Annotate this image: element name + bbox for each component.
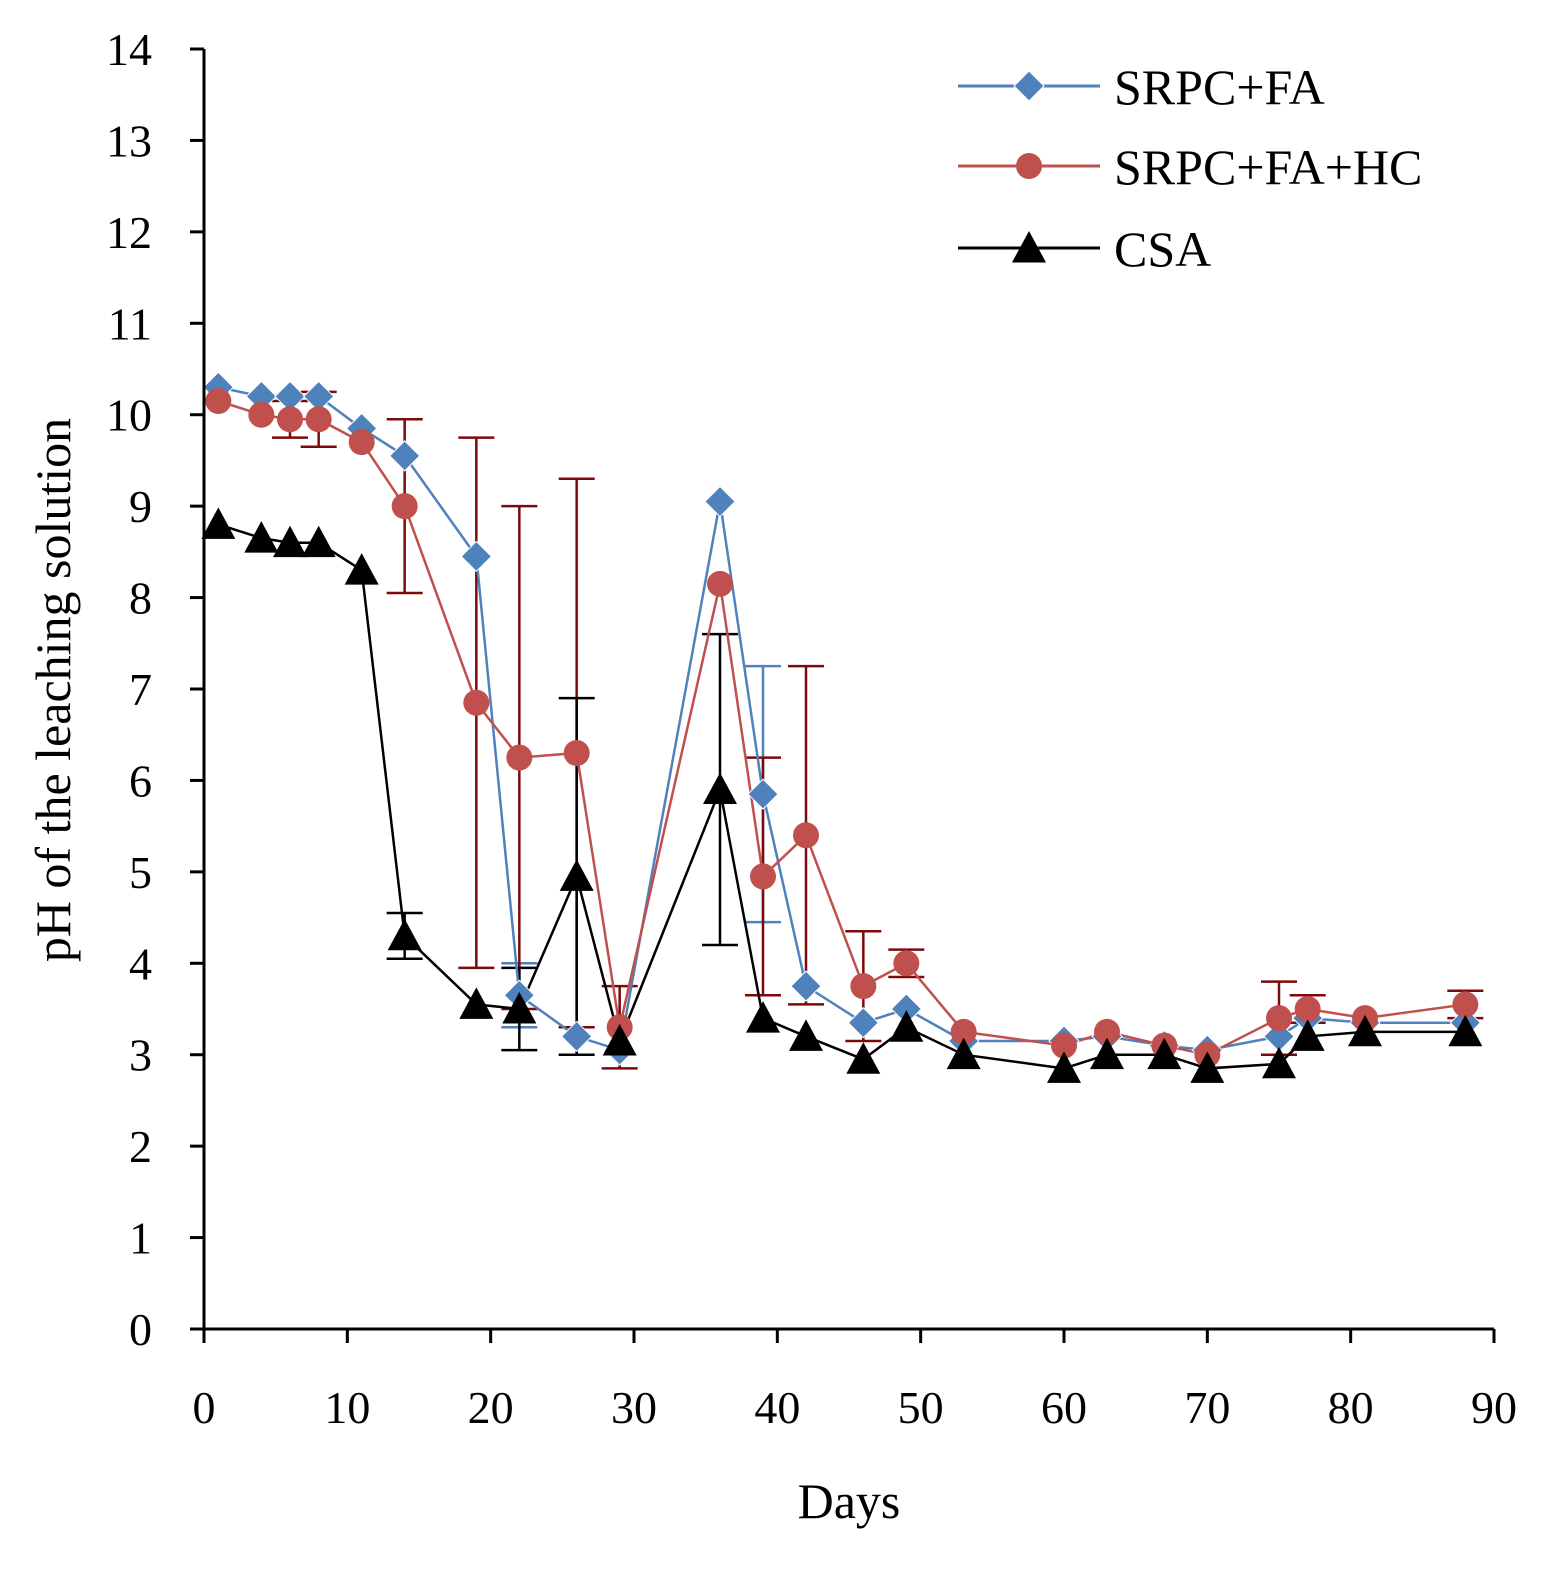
- srpc-fa-hc-point: [205, 388, 232, 414]
- y-axis-title: pH of the leaching solution: [25, 418, 81, 962]
- csa-point: [273, 525, 307, 558]
- csa-point: [301, 525, 336, 558]
- srpc-fa-point: [704, 485, 736, 518]
- csa-point: [789, 1019, 823, 1051]
- x-ticks: 0 10 20 30 40 50 60 70 80 90: [193, 1329, 1517, 1433]
- y-tick-label: 2: [129, 1121, 152, 1172]
- y-tick-label: 14: [106, 24, 152, 75]
- csa-point: [846, 1042, 881, 1074]
- srpc-fa-hc-point: [563, 740, 590, 766]
- srpc-fa-hc-point: [1294, 996, 1321, 1022]
- x-tick-label: 10: [324, 1382, 370, 1433]
- csa-point: [1448, 1014, 1483, 1047]
- x-tick-label: 50: [898, 1382, 944, 1433]
- srpc-fa-hc-point: [463, 689, 490, 716]
- x-tick-label: 0: [193, 1382, 216, 1433]
- srpc-fa-point: [747, 778, 779, 810]
- csa-point: [387, 918, 422, 951]
- legend-item-srpc-fa-hc: SRPC+FA+HC: [958, 139, 1422, 195]
- y-tick-label: 10: [106, 390, 152, 441]
- legend-label: SRPC+FA: [1114, 59, 1325, 115]
- x-tick-label: 20: [468, 1382, 514, 1433]
- x-tick-label: 80: [1328, 1382, 1374, 1433]
- srpc-fa-hc-point: [950, 1018, 977, 1045]
- srpc-fa-point: [847, 1007, 880, 1039]
- csa-point: [1147, 1037, 1182, 1070]
- srpc-fa-hc-point: [277, 406, 303, 433]
- srpc-fa-hc-point: [893, 950, 920, 977]
- srpc-fa-hc-point: [1452, 991, 1479, 1018]
- x-axis-title: Days: [798, 1473, 901, 1529]
- y-tick-label: 4: [129, 938, 152, 989]
- csa-line: [217, 523, 1466, 1070]
- csa-point: [1047, 1051, 1081, 1083]
- y-tick-label: 0: [129, 1304, 152, 1355]
- y-tick-label: 3: [129, 1030, 152, 1081]
- x-tick-label: 60: [1041, 1382, 1087, 1433]
- srpc-fa-hc-point: [1051, 1032, 1077, 1059]
- srpc-fa-hc-point: [506, 744, 533, 771]
- srpc-fa-hc-point: [793, 822, 819, 849]
- csa-point: [559, 859, 594, 891]
- legend-item-csa: CSA: [958, 221, 1211, 277]
- srpc-fa-point: [790, 970, 822, 1002]
- csa-point: [344, 553, 379, 585]
- srpc-fa-hc-point: [305, 406, 332, 433]
- legend: SRPC+FA SRPC+FA+HC CSA: [958, 59, 1422, 277]
- srpc-fa-hc-point: [750, 863, 776, 890]
- y-tick-label: 11: [108, 298, 152, 349]
- legend-marker: [1016, 153, 1042, 179]
- y-tick-label: 8: [129, 573, 152, 624]
- y-tick-label: 12: [106, 207, 152, 258]
- y-tick-label: 1: [129, 1213, 152, 1264]
- plot-area: [201, 371, 1484, 1083]
- legend-item-srpc-fa: SRPC+FA: [958, 59, 1325, 115]
- srpc-fa-hc-point: [248, 401, 275, 428]
- y-tick-label: 13: [106, 115, 152, 166]
- y-tick-label: 5: [129, 847, 152, 898]
- csa-point: [1090, 1037, 1124, 1070]
- srpc-fa-point: [560, 1020, 593, 1053]
- srpc-fa-hc-point: [707, 570, 733, 597]
- csa-point: [889, 1010, 924, 1042]
- srpc-fa-point: [460, 540, 493, 573]
- srpc-fa-point: [388, 440, 421, 472]
- y-tick-label: 9: [129, 481, 152, 532]
- error-bars: [272, 390, 1484, 1070]
- csa-point: [1190, 1051, 1225, 1083]
- x-tick-label: 30: [611, 1382, 657, 1433]
- y-tick-label: 7: [129, 664, 152, 715]
- csa-point: [602, 1024, 637, 1056]
- csa-point: [1348, 1014, 1382, 1047]
- srpc-fa-hc-point: [391, 493, 418, 520]
- csa-point: [1262, 1046, 1296, 1079]
- csa-point: [746, 1001, 780, 1033]
- x-tick-label: 90: [1471, 1382, 1517, 1433]
- csa-point: [502, 992, 537, 1024]
- series-markers: [201, 371, 1483, 1083]
- legend-label: SRPC+FA+HC: [1114, 139, 1422, 195]
- legend-marker: [1012, 231, 1046, 263]
- srpc-fa-hc-point: [348, 429, 375, 456]
- x-tick-label: 70: [1184, 1382, 1230, 1433]
- csa-point: [244, 521, 279, 553]
- csa-point: [201, 507, 236, 539]
- srpc-fa-hc-point: [850, 973, 877, 1000]
- csa-point: [1290, 1019, 1325, 1051]
- csa-point: [703, 772, 737, 805]
- legend-label: CSA: [1114, 221, 1211, 277]
- csa-point: [459, 987, 494, 1019]
- x-tick-label: 40: [754, 1382, 800, 1433]
- y-tick-label: 6: [129, 755, 152, 806]
- legend-marker: [1013, 70, 1045, 102]
- srpc-fa-hc-point: [1266, 1005, 1292, 1032]
- srpc-fa-hc-point: [1094, 1018, 1120, 1045]
- csa-point: [946, 1037, 981, 1070]
